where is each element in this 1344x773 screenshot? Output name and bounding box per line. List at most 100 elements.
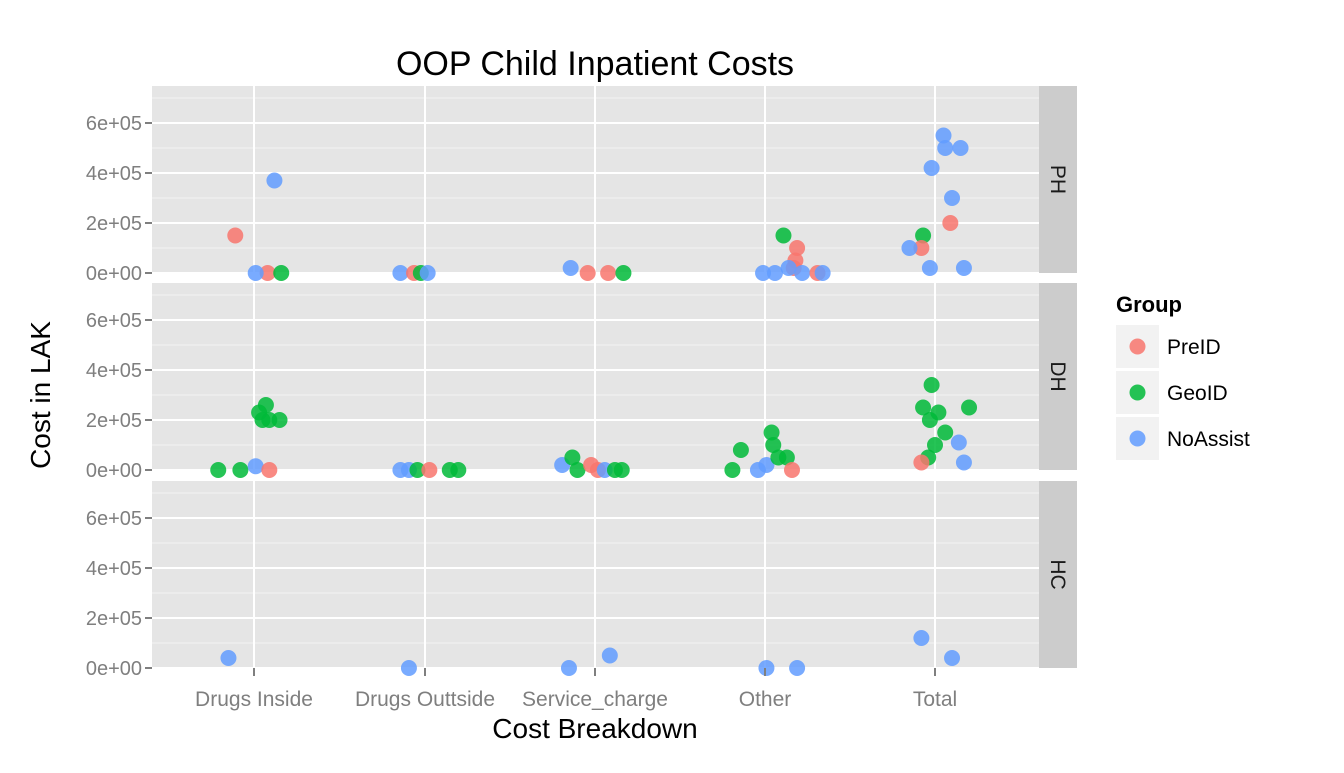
legend-key-point <box>1129 338 1146 355</box>
data-point-geoid <box>271 412 288 428</box>
x-axis-tick-labels: Drugs Inside Drugs Outtside Service_charge… <box>195 668 957 711</box>
data-point-noassist <box>952 140 969 156</box>
legend-entry-label: NoAssist <box>1167 428 1250 451</box>
data-point-noassist <box>392 265 409 281</box>
x-tick-label: Service_charge <box>522 688 668 711</box>
legend-key-point <box>1129 384 1146 401</box>
data-point-noassist <box>901 240 918 256</box>
data-point-noassist <box>400 660 417 676</box>
data-point-noassist <box>766 265 783 281</box>
data-point-noassist <box>758 660 775 676</box>
facet-strip <box>1039 283 1077 470</box>
y-tick-label: 0e+00 <box>86 460 142 482</box>
data-point-geoid <box>921 412 938 428</box>
data-point-geoid <box>257 397 274 413</box>
facet-points-hc <box>220 630 961 676</box>
data-point-noassist <box>601 647 618 664</box>
data-point-noassist <box>758 457 775 473</box>
x-tick-label: Drugs Outtside <box>355 688 495 711</box>
data-point-geoid <box>915 399 932 416</box>
legend-entry-label: PreID <box>1167 336 1221 359</box>
chart-title: OOP Child Inpatient Costs <box>396 45 794 83</box>
facet-strip <box>1039 86 1077 273</box>
data-point-preid <box>421 462 438 478</box>
data-point-preid <box>259 265 276 281</box>
data-point-geoid <box>724 462 741 478</box>
data-point-geoid <box>450 462 467 478</box>
x-tick-label: Other <box>739 688 792 711</box>
data-point-preid <box>579 265 596 281</box>
data-point-geoid <box>273 265 290 281</box>
data-point-geoid <box>763 424 780 441</box>
data-point-noassist <box>794 265 811 281</box>
data-point-geoid <box>765 437 782 453</box>
facet-points-dh <box>210 377 978 478</box>
facet-points-ph <box>227 127 972 281</box>
data-point-noassist <box>923 160 940 176</box>
data-point-preid <box>789 240 806 256</box>
data-points <box>210 127 978 676</box>
data-point-noassist <box>921 260 938 276</box>
data-point-noassist <box>913 630 930 646</box>
facet-strip-label: DH <box>1046 361 1069 391</box>
data-point-noassist <box>944 650 961 666</box>
data-point-noassist <box>562 260 579 276</box>
facet-strip <box>1039 481 1077 668</box>
data-point-preid <box>261 462 278 478</box>
data-point-noassist <box>814 265 831 281</box>
data-point-noassist <box>560 660 577 676</box>
data-point-noassist <box>950 434 967 451</box>
y-tick-label: 0e+00 <box>86 658 142 680</box>
data-point-geoid <box>778 449 795 466</box>
legend-entry-preid: PreID <box>1116 325 1221 368</box>
data-point-noassist <box>266 172 283 189</box>
facet-panel-hc: 0e+00 2e+05 4e+05 6e+05 HC <box>86 481 1077 680</box>
legend-entry-noassist: NoAssist <box>1116 417 1250 460</box>
x-tick-label: Total <box>913 688 957 711</box>
data-point-geoid <box>409 462 426 478</box>
data-point-preid <box>913 454 930 471</box>
y-tick-label: 4e+05 <box>86 163 142 185</box>
data-point-noassist <box>955 260 972 276</box>
facet-strip-label: PH <box>1046 165 1069 194</box>
legend-entry-geoid: GeoID <box>1116 371 1228 414</box>
legend-key-point <box>1129 430 1146 447</box>
y-tick-label: 2e+05 <box>86 608 142 630</box>
legend: Group PreID GeoID NoAssist <box>1116 292 1250 460</box>
y-tick-label: 2e+05 <box>86 213 142 235</box>
data-point-noassist <box>780 260 797 276</box>
data-point-geoid <box>564 449 581 466</box>
data-point-geoid <box>923 377 940 393</box>
data-point-geoid <box>961 399 978 416</box>
data-point-preid <box>783 462 800 478</box>
data-point-noassist <box>419 265 436 281</box>
y-tick-label: 4e+05 <box>86 360 142 382</box>
data-point-noassist <box>955 454 972 471</box>
data-point-noassist <box>937 140 954 156</box>
data-point-noassist <box>755 265 772 281</box>
y-tick-label: 4e+05 <box>86 558 142 580</box>
y-tick-label: 6e+05 <box>86 508 142 530</box>
data-point-geoid <box>775 227 792 244</box>
y-tick-label: 0e+00 <box>86 263 142 285</box>
x-axis-title: Cost Breakdown <box>492 713 697 744</box>
data-point-geoid <box>569 462 586 478</box>
legend-title: Group <box>1116 292 1182 317</box>
facet-panel-ph: 0e+00 2e+05 4e+05 6e+05 PH <box>86 86 1077 285</box>
data-point-geoid <box>732 442 749 458</box>
data-point-noassist <box>220 650 237 666</box>
data-point-noassist <box>247 265 264 281</box>
y-tick-label: 6e+05 <box>86 113 142 135</box>
facet-strip-label: HC <box>1046 559 1069 589</box>
data-point-noassist <box>944 190 961 206</box>
data-point-preid <box>600 265 617 281</box>
data-point-geoid <box>927 437 943 453</box>
y-tick-label: 6e+05 <box>86 310 142 332</box>
data-point-geoid <box>915 227 932 244</box>
data-point-noassist <box>247 458 264 475</box>
data-point-geoid <box>615 265 632 281</box>
data-point-noassist <box>789 660 806 676</box>
data-point-geoid <box>210 462 227 478</box>
